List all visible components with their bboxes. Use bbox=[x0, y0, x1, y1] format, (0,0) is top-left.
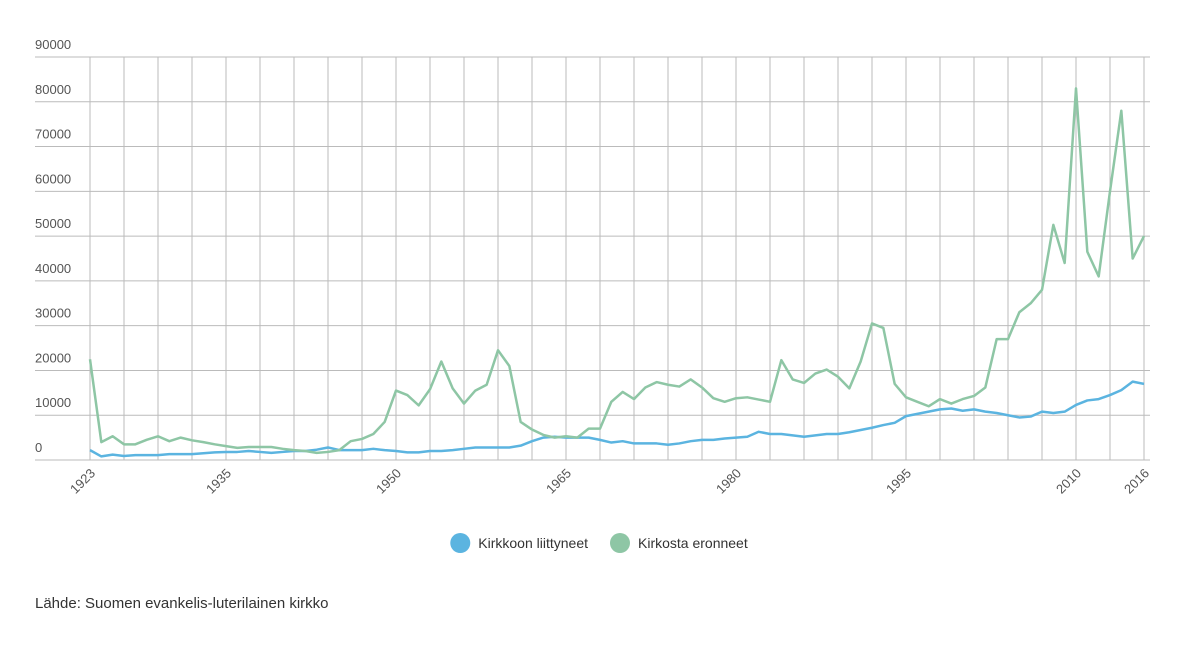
x-tick-label: 1950 bbox=[373, 466, 404, 497]
y-tick-label: 90000 bbox=[35, 37, 71, 52]
source: Lähde: Suomen evankelis-luterilainen kir… bbox=[35, 595, 329, 612]
y-tick-label: 80000 bbox=[35, 82, 71, 97]
y-tick-label: 20000 bbox=[35, 350, 71, 365]
x-tick-label: 1995 bbox=[883, 466, 914, 497]
x-tick-label: 1965 bbox=[543, 466, 574, 497]
x-tick-label: 1980 bbox=[713, 466, 744, 497]
y-tick-label: 40000 bbox=[35, 261, 71, 276]
legend-marker bbox=[609, 533, 630, 553]
y-tick-label: 60000 bbox=[35, 171, 71, 186]
y-tick-label: 30000 bbox=[35, 306, 71, 321]
x-tick-label: 2010 bbox=[1053, 466, 1084, 497]
x-tick-label: 1935 bbox=[203, 466, 234, 497]
legend: Kirkkoon liittyneet Kirkosta eronneet bbox=[450, 533, 748, 553]
y-tick-label: 50000 bbox=[35, 216, 71, 231]
series-line bbox=[89, 380, 1145, 458]
y-tick-label: 70000 bbox=[35, 127, 71, 142]
series-line bbox=[88, 87, 1146, 455]
y-tick-label: 0 bbox=[35, 440, 42, 455]
legend-marker bbox=[450, 533, 471, 553]
legend-label: Kirkkoon liittyneet bbox=[478, 535, 588, 551]
y-tick-label: 10000 bbox=[35, 395, 71, 410]
legend-label: Kirkosta eronneet bbox=[638, 535, 748, 551]
x-tick-label: 1923 bbox=[67, 466, 98, 497]
x-tick-label: 2016 bbox=[1121, 466, 1152, 497]
